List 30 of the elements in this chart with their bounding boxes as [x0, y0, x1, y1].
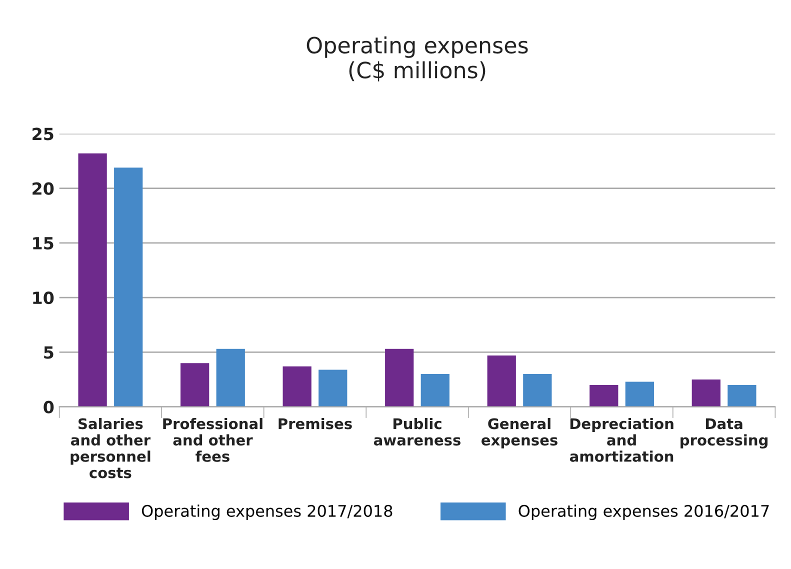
bar — [728, 384, 756, 407]
y-tick-label: 0 — [44, 400, 54, 414]
bar — [692, 380, 720, 407]
bar — [385, 348, 414, 407]
bar — [590, 384, 618, 407]
chart-title: Operating expenses (C$ millions) — [306, 36, 528, 82]
bar — [180, 363, 210, 407]
x-tick-label: General expenses — [482, 418, 558, 448]
y-tick-label: 20 — [32, 182, 54, 195]
legend-label: Operating expenses 2017/2018 — [142, 504, 392, 520]
y-tick-label: 15 — [33, 237, 54, 250]
y-tick-label: 5 — [44, 346, 54, 359]
x-tick-label: Data processing — [680, 418, 768, 449]
bar — [114, 168, 143, 407]
legend-label: Operating expenses 2016/2017 — [518, 504, 769, 520]
bar — [216, 348, 245, 407]
x-tick-label: Depreciation and amortization — [570, 418, 674, 462]
bar — [282, 366, 312, 407]
x-tick-label: Salaries and other personnel costs — [70, 418, 151, 478]
bar — [487, 355, 516, 407]
y-tick-label: 10 — [33, 292, 54, 304]
bar — [625, 382, 654, 407]
bar — [523, 374, 552, 407]
bar — [78, 153, 107, 407]
y-tick-label: 25 — [32, 128, 54, 140]
x-tick-label: Professional and other fees — [163, 418, 262, 462]
bar — [318, 370, 348, 407]
x-tick-label: Premises — [278, 418, 352, 430]
x-tick-label: Public awareness — [374, 418, 460, 446]
bar — [420, 374, 450, 407]
